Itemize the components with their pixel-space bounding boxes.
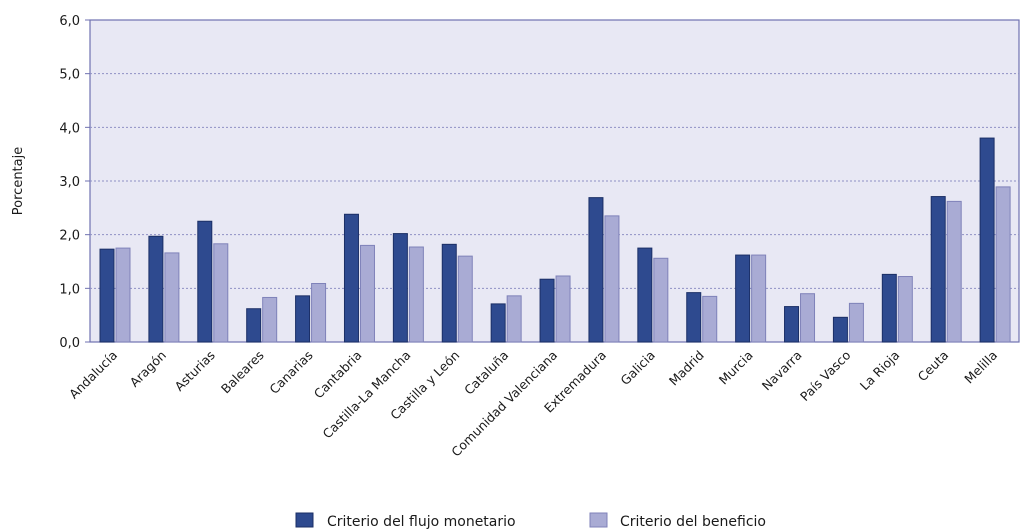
bar-series-1 xyxy=(359,244,375,343)
y-axis-ticks: 0,0 1,0 2,0 3,0 4,0 5,0 6,0 xyxy=(59,14,90,351)
bar-series-0 xyxy=(99,248,115,343)
bar-series-0 xyxy=(441,243,457,343)
x-tick-label: Madrid xyxy=(666,348,707,389)
bar-series-1 xyxy=(897,276,913,343)
bar-series-1 xyxy=(604,215,620,343)
bar-series-0 xyxy=(881,273,897,343)
x-tick-label: Canarias xyxy=(266,348,315,397)
bar-series-1 xyxy=(164,252,180,343)
legend: Criterio del flujo monetario Criterio de… xyxy=(295,512,766,530)
legend-swatch-series-0 xyxy=(295,512,314,528)
x-tick-label: País Vasco xyxy=(797,348,853,404)
bar-series-0 xyxy=(246,308,262,343)
legend-label-series-1: Criterio del beneficio xyxy=(620,514,766,530)
bar-series-0 xyxy=(392,233,408,343)
x-tick-label: Cataluña xyxy=(461,348,511,398)
x-tick-label: La Rioja xyxy=(857,348,903,394)
bar-series-0 xyxy=(295,295,311,343)
bar-series-1 xyxy=(702,295,718,343)
bar-series-1 xyxy=(457,255,473,343)
bar-series-0 xyxy=(979,137,995,343)
bar-series-1 xyxy=(115,247,131,343)
bar-series-1 xyxy=(213,243,229,343)
bar-series-1 xyxy=(995,186,1011,343)
x-tick-label: Castilla-La Mancha xyxy=(320,348,414,442)
x-tick-label: Baleares xyxy=(218,348,267,397)
y-tick-label: 4,0 xyxy=(59,121,80,136)
x-axis-labels: Andalucía Aragón Asturias Baleares CanariasC… xyxy=(66,348,1000,460)
bar-series-0 xyxy=(197,220,213,343)
bar-series-0 xyxy=(930,196,946,343)
bar-series-1 xyxy=(311,283,327,343)
bar-series-0 xyxy=(832,316,848,343)
y-tick-label: 1,0 xyxy=(59,282,80,297)
x-tick-label: Navarra xyxy=(759,348,805,394)
bar-series-0 xyxy=(148,235,164,343)
bar-series-1 xyxy=(653,257,669,343)
y-axis-title: Porcentaje xyxy=(11,147,26,215)
x-tick-label: Andalucía xyxy=(66,348,120,402)
bar-series-1 xyxy=(946,200,962,343)
y-tick-label: 5,0 xyxy=(59,68,80,83)
bar-series-1 xyxy=(506,295,522,343)
legend-label-series-0: Criterio del flujo monetario xyxy=(327,514,516,530)
bar-series-1 xyxy=(262,296,278,343)
y-tick-label: 6,0 xyxy=(59,14,80,29)
bar-series-1 xyxy=(800,293,816,343)
bar-series-1 xyxy=(751,254,767,343)
bar-series-0 xyxy=(686,292,702,343)
bar-series-0 xyxy=(490,303,506,343)
bar-series-0 xyxy=(588,197,604,343)
y-tick-label: 0,0 xyxy=(59,336,80,351)
y-tick-label: 3,0 xyxy=(59,175,80,190)
bar-series-1 xyxy=(848,302,864,343)
bar-series-0 xyxy=(735,254,751,343)
x-tick-label: Asturias xyxy=(171,348,217,394)
x-tick-label: Galicia xyxy=(617,348,658,389)
x-tick-label: Ceuta xyxy=(915,348,952,385)
bars xyxy=(99,137,1011,343)
bar-series-0 xyxy=(539,278,555,343)
x-tick-label: Melilla xyxy=(961,348,1000,387)
x-tick-label: Aragón xyxy=(127,348,169,390)
bar-series-1 xyxy=(408,246,424,343)
bar-series-1 xyxy=(555,275,571,343)
y-tick-label: 2,0 xyxy=(59,229,80,244)
bar-series-0 xyxy=(637,247,653,343)
legend-swatch-series-1 xyxy=(589,512,608,528)
bar-series-0 xyxy=(784,306,800,343)
x-tick-label: Murcia xyxy=(716,348,756,388)
bar-series-0 xyxy=(343,213,359,343)
